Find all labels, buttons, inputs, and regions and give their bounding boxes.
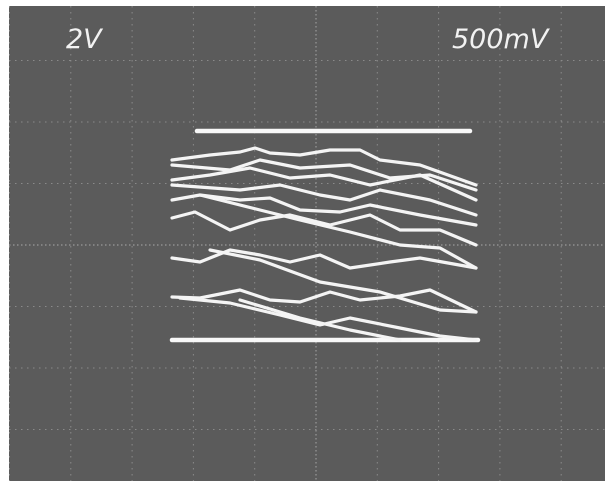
trace: [170, 146, 478, 187]
graticule: [9, 6, 605, 481]
volts-per-div-label: 500mV: [452, 24, 551, 55]
trace: [208, 248, 478, 314]
trace: [170, 288, 478, 314]
screen: [9, 6, 605, 481]
trace: [170, 183, 478, 217]
trace: [170, 193, 478, 227]
trace: [170, 210, 478, 247]
traces: [169, 128, 481, 343]
volts-per-div-label: 2V: [66, 24, 104, 55]
trace: [178, 296, 478, 342]
trace: [198, 193, 478, 270]
trace: [238, 298, 402, 342]
trace: [170, 248, 478, 270]
trace: [170, 166, 478, 202]
